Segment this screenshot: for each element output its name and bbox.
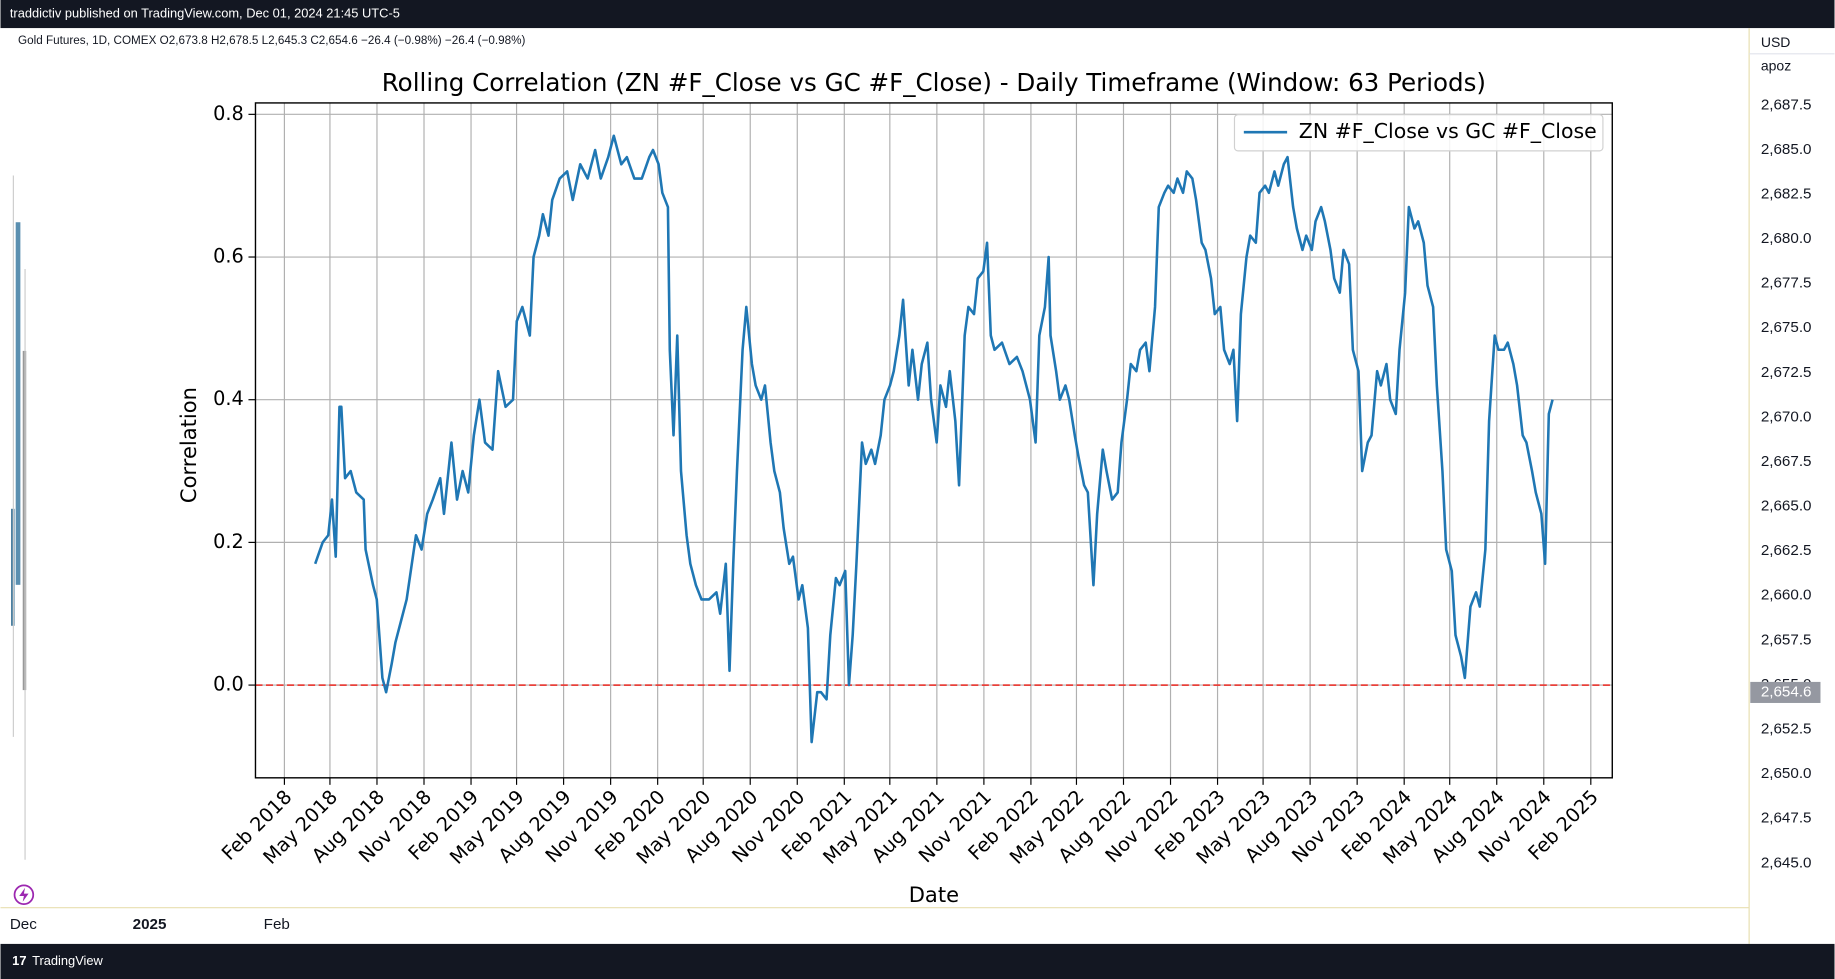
- price-label: 2,662.5: [1761, 542, 1812, 559]
- price-label: 2,650.0: [1761, 765, 1812, 782]
- y-tick-label: 0.4: [213, 387, 244, 410]
- time-label: 2025: [133, 916, 167, 933]
- symbol-line: Gold Futures, 1D, COMEX O2,673.8 H2,678.…: [18, 34, 526, 47]
- price-label: 2,667.5: [1761, 453, 1812, 470]
- y-tick-label: 0.8: [213, 102, 244, 125]
- y-tick-label: 0.6: [213, 245, 244, 268]
- price-label: 2,660.0: [1761, 587, 1812, 604]
- last-price: 2,654.6: [1761, 683, 1812, 700]
- footer-brand[interactable]: TradingView: [32, 953, 103, 968]
- price-label: 2,682.5: [1761, 185, 1812, 202]
- chart-title: Rolling Correlation (ZN #F_Close vs GC #…: [382, 68, 1486, 97]
- alert-bolt: [19, 887, 29, 902]
- price-label: 2,672.5: [1761, 364, 1812, 381]
- bottom-bar: [0, 943, 1835, 979]
- price-label: 2,680.0: [1761, 230, 1812, 247]
- currency[interactable]: USD: [1761, 34, 1791, 50]
- price-label: 2,685.0: [1761, 141, 1812, 158]
- publish-info: traddictiv published on TradingView.com,…: [10, 5, 400, 20]
- unit[interactable]: apoz: [1761, 57, 1791, 73]
- series-line: [313, 134, 1554, 744]
- y-tick-label: 0.2: [213, 530, 244, 553]
- legend-box: [1233, 114, 1604, 152]
- footer-logo-mark: 17: [12, 953, 26, 968]
- last-price-box: [1750, 681, 1821, 703]
- plot-frame: [254, 102, 1613, 779]
- top-bar: [0, 0, 1835, 29]
- x-axis-label: Date: [909, 882, 959, 907]
- plot-area: [255, 102, 1613, 778]
- price-label: 2,675.0: [1761, 319, 1812, 336]
- y-axis-label: Correlation: [176, 387, 201, 503]
- price-label: 2,647.5: [1761, 810, 1812, 827]
- price-label: 2,670.0: [1761, 408, 1812, 425]
- price-label: 2,657.5: [1761, 631, 1812, 648]
- legend-label: ZN #F_Close vs GC #F_Close: [1299, 119, 1597, 144]
- artifact: [15, 222, 21, 585]
- left-artifacts: [11, 175, 27, 860]
- price-label: 2,645.0: [1761, 854, 1812, 871]
- price-label: 2,687.5: [1761, 96, 1812, 113]
- y-tick-label: 0.0: [213, 673, 244, 696]
- price-label: 2,665.0: [1761, 498, 1812, 515]
- price-label: 2,652.5: [1761, 721, 1812, 738]
- price-label: 2,677.5: [1761, 275, 1812, 292]
- time-label: Feb: [264, 916, 290, 933]
- time-label: Dec: [10, 916, 37, 933]
